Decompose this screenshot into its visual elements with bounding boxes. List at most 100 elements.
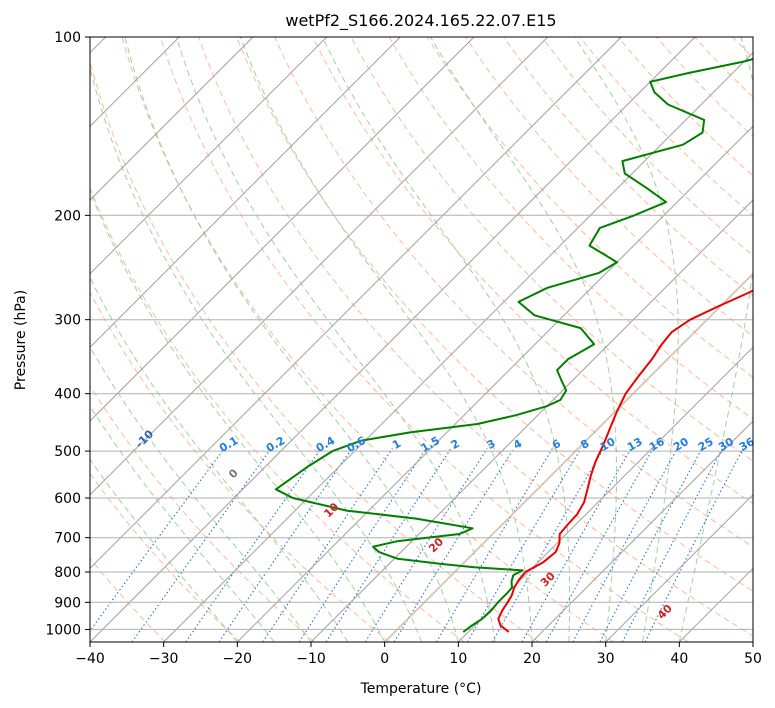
dry-adiabat-line: [771, 37, 775, 642]
y-tick-label: 700: [54, 531, 81, 547]
mixing-ratio-line: [435, 448, 553, 642]
isotherm-line: [678, 567, 753, 642]
y-tick-label: 600: [54, 491, 81, 507]
isotherm-line: [531, 420, 753, 642]
mixing-ratio-label: 4: [511, 437, 524, 452]
isotherm-line: [752, 641, 753, 642]
dry-adiabats: [90, 37, 775, 642]
moist-adiabat-line: [175, 37, 496, 642]
moist-adiabats: [90, 37, 753, 642]
mixing-ratio-line: [599, 448, 703, 642]
isotherm-line: [90, 37, 401, 349]
dry-adiabat-line: [503, 37, 753, 297]
x-tick-label: 10: [449, 651, 467, 667]
mixing-ratio-line: [364, 448, 488, 642]
mixing-ratio-line: [131, 448, 272, 642]
chart-title: wetPf2_S166.2024.165.22.07.E15: [285, 11, 556, 31]
dry-adiabat-label: -10: [133, 427, 156, 450]
x-axis-ticks: −40 −30 −20 −10 0 10 20 30 40 50: [75, 642, 762, 667]
isotherms: [90, 37, 753, 642]
y-tick-label: 500: [54, 444, 81, 460]
moist-adiabat-line: [90, 458, 238, 642]
isotherm-line: [90, 37, 475, 422]
mixing-ratio-label: 1: [390, 437, 403, 452]
dry-adiabat-line: [90, 186, 465, 642]
dry-adiabat-label: 0: [226, 466, 241, 481]
y-axis-label: Pressure (hPa): [13, 290, 29, 390]
moist-adiabat-line: [574, 37, 679, 642]
mixing-ratio-line: [393, 448, 515, 642]
dry-adiabat-line: [732, 37, 753, 59]
plot-area: -100-90-80-70-60-50-40-30-20-10010203040…: [90, 37, 775, 642]
dry-adiabat-line: [121, 37, 614, 642]
dry-adiabat-line: [159, 37, 689, 642]
x-tick-label: −40: [75, 651, 105, 667]
mixing-ratio-label: 8: [578, 437, 591, 452]
x-tick-label: −30: [149, 651, 179, 667]
freezing-isotherm-line: [383, 272, 753, 642]
mixing-ratio-line: [621, 448, 723, 642]
dry-adiabat-line: [90, 472, 241, 642]
y-tick-label: 400: [54, 387, 81, 403]
x-tick-label: 40: [670, 651, 688, 667]
dry-adiabat-line: [350, 37, 753, 462]
isotherm-line: [384, 272, 753, 642]
moist-adiabat-line: [90, 405, 275, 642]
dry-adiabat-line: [90, 59, 540, 642]
isotherm-line: [90, 37, 696, 642]
dry-adiabat-line: [541, 37, 753, 257]
moist-adiabat-line: [678, 37, 753, 642]
dry-adiabat-line: [312, 37, 753, 505]
dry-adiabat-label: 40: [655, 602, 675, 622]
moist-adiabat-line: [90, 276, 349, 642]
dry-adiabat-line: [656, 37, 753, 138]
y-tick-label: 300: [54, 313, 81, 329]
x-tick-label: −20: [223, 651, 253, 667]
dry-adiabat-line: [90, 291, 390, 642]
mixing-ratio-label: 3: [485, 437, 498, 452]
dry-adiabat-line: [426, 37, 753, 379]
y-tick-label: 200: [54, 208, 81, 224]
isotherm-line: [163, 51, 753, 642]
y-tick-label: 1000: [45, 622, 81, 638]
mixing-ratio-line: [262, 448, 393, 642]
isotherm-line: [90, 37, 549, 496]
dry-adiabat-label: 10: [321, 500, 341, 520]
mixing-ratio-label: 0.4: [314, 434, 338, 455]
isotherm-line: [90, 37, 328, 275]
moist-adiabat-line: [90, 65, 422, 642]
mixing-ratio-label: 36: [737, 435, 757, 454]
mixing-ratio-line: [467, 448, 582, 642]
x-axis-label: Temperature (°C): [360, 681, 482, 697]
temperature-profile: [497, 289, 753, 633]
mixing-ratio-line: [90, 448, 225, 632]
isotherm-line: [90, 37, 622, 570]
dry-adiabat-line: [236, 37, 753, 592]
y-tick-label: 100: [54, 30, 81, 46]
y-tick-label: 800: [54, 565, 81, 581]
x-tick-label: 20: [523, 651, 541, 667]
mixing-ratio-line: [572, 448, 678, 642]
dewpoint-profile: [274, 58, 753, 633]
moist-adiabat-line: [239, 37, 533, 642]
y-axis-ticks: 100 200 300 400 500 600 700 800 900 1000: [45, 30, 90, 638]
moist-adiabat-line: [430, 37, 617, 642]
mixing-ratio-line: [218, 448, 353, 642]
dry-adiabat-line: [388, 37, 753, 420]
mixing-ratio-label: 1.5: [419, 434, 442, 455]
mixing-ratio-line: [185, 448, 322, 642]
moist-adiabat-line: [322, 37, 571, 642]
y-tick-label: 900: [54, 595, 81, 611]
x-tick-label: 30: [597, 651, 615, 667]
isotherm-line: [90, 37, 254, 201]
x-tick-label: 0: [380, 651, 389, 667]
x-tick-label: 50: [744, 651, 762, 667]
isotherm-line: [310, 199, 753, 642]
mixing-ratio-label: 0.6: [345, 434, 369, 455]
sounding-profiles: [274, 58, 753, 633]
moist-adiabat-line: [90, 189, 386, 642]
mixing-ratio-line: [325, 448, 452, 642]
isotherm-line: [236, 125, 753, 642]
mixing-ratio-line: [298, 448, 427, 642]
